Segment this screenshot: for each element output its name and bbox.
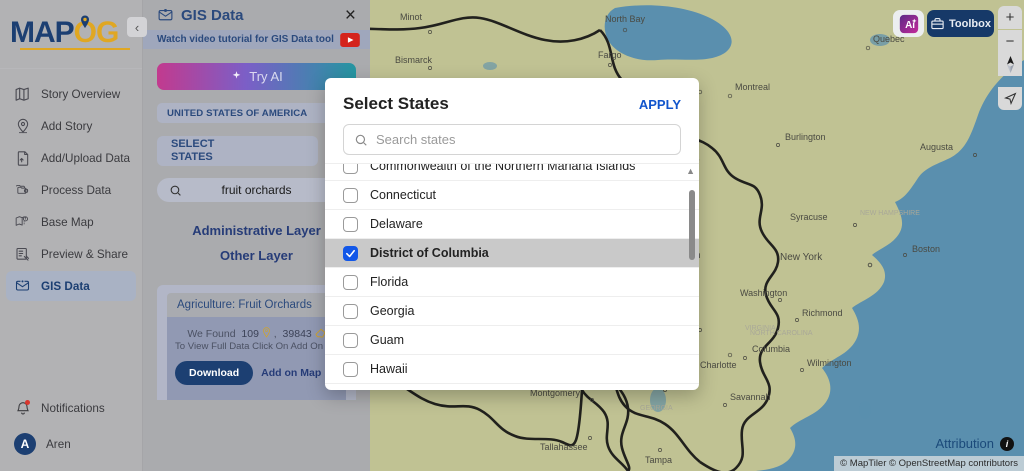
svg-text:GEORGIA: GEORGIA: [640, 405, 673, 412]
svg-text:Charlotte: Charlotte: [700, 360, 737, 370]
svg-text:Tallahassee: Tallahassee: [540, 442, 588, 452]
svg-text:Augusta: Augusta: [920, 142, 953, 152]
svg-text:Montreal: Montreal: [735, 82, 770, 92]
svg-text:North Bay: North Bay: [605, 14, 646, 24]
svg-text:Richmond: Richmond: [802, 308, 843, 318]
svg-text:New York: New York: [780, 252, 823, 263]
svg-text:Fargo: Fargo: [598, 50, 622, 60]
svg-text:NORTH CAROLINA: NORTH CAROLINA: [750, 330, 813, 337]
svg-text:Burlington: Burlington: [785, 132, 826, 142]
svg-text:Savannah: Savannah: [730, 392, 771, 402]
svg-text:Boston: Boston: [912, 244, 940, 254]
svg-text:Minot: Minot: [400, 12, 423, 22]
svg-text:Syracuse: Syracuse: [790, 212, 828, 222]
svg-text:NEW HAMPSHIRE: NEW HAMPSHIRE: [860, 210, 920, 217]
svg-text:Columbia: Columbia: [752, 344, 790, 354]
svg-text:Washington: Washington: [740, 288, 787, 298]
svg-text:Bismarck: Bismarck: [395, 55, 433, 65]
svg-text:Tampa: Tampa: [645, 455, 672, 465]
svg-text:Wilmington: Wilmington: [807, 358, 852, 368]
